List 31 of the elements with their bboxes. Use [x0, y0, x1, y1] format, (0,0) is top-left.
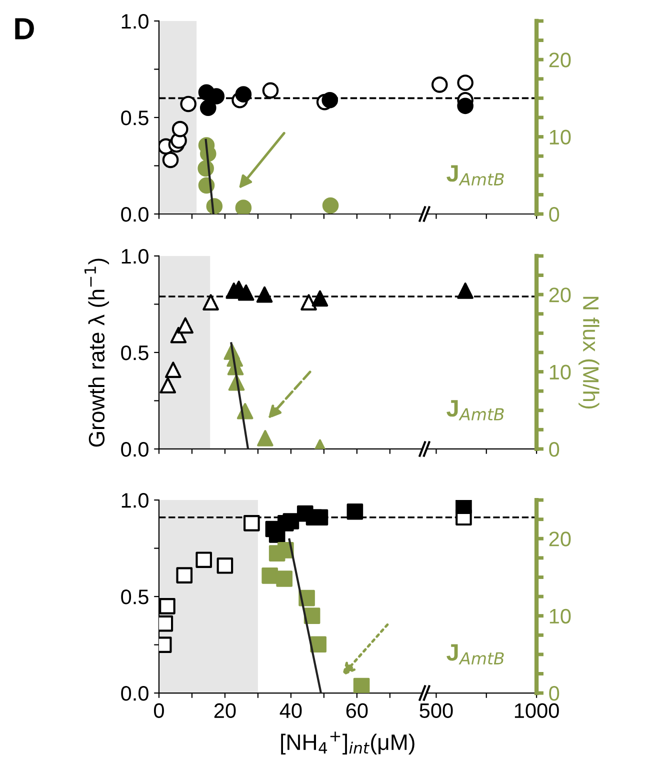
chart-title: D — [15, 18, 34, 40]
y2-tick-label: 10 — [550, 608, 571, 624]
y2-tick-label: 0 — [549, 686, 560, 701]
y-tick-label: 0.5 — [121, 345, 148, 360]
x-tick-label: 40 — [280, 703, 302, 718]
y-tick-label: 0.0 — [121, 206, 148, 222]
y2-tick-label: 20 — [549, 532, 571, 546]
x-tick-label: 20 — [214, 703, 236, 718]
y2-axis-title: N flux (M/h) — [578, 296, 600, 408]
annotation: J$_{AmtB}$ — [446, 165, 504, 186]
y2-tick-label: 0 — [549, 206, 560, 222]
x-tick-label: 1000 — [514, 703, 559, 718]
x-axis-title: [NH$_{4}$$^{+}$]$_{int}$(μM) — [281, 732, 414, 755]
y2-tick-label: 20 — [549, 52, 571, 68]
y2-tick-label: 20 — [549, 288, 571, 302]
annotation: J$_{AmtB}$ — [446, 644, 504, 664]
y2-tick-label: 10 — [550, 364, 571, 380]
x-tick-label: 60 — [346, 703, 368, 718]
annotation: J$_{AmtB}$ — [446, 400, 504, 420]
y2-tick-label: 10 — [550, 130, 571, 145]
x-tick-label: 500 — [420, 703, 453, 718]
y-tick-label: 0.0 — [121, 442, 148, 457]
y-tick-label: 0.5 — [121, 110, 148, 126]
y-tick-label: 1.0 — [122, 14, 148, 29]
x-tick-label: 0 — [154, 703, 164, 718]
y-tick-label: 0.5 — [121, 590, 148, 604]
y-tick-label: 1.0 — [122, 248, 148, 264]
y2-tick-label: 0 — [549, 442, 560, 457]
y-axis-title: Growth rate λ (h$^{−1}$) — [84, 258, 109, 447]
y-tick-label: 1.0 — [122, 493, 148, 508]
y-tick-label: 0.0 — [121, 686, 148, 701]
